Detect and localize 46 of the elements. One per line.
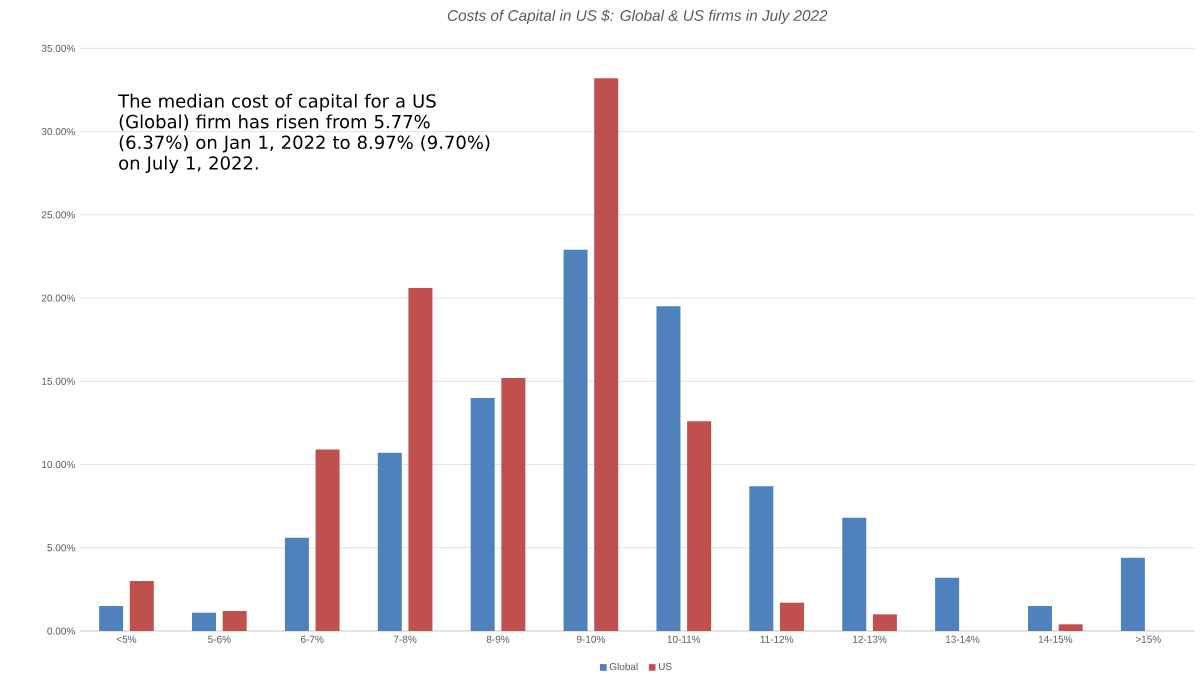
bar	[222, 611, 247, 631]
y-tick-label: 30.00%	[41, 128, 75, 136]
bar	[377, 452, 402, 631]
bar	[1120, 557, 1145, 631]
x-tick-label: 12-13%	[853, 635, 887, 643]
y-tick-label: 25.00%	[41, 211, 75, 219]
bar	[842, 517, 867, 631]
y-tick-label: 15.00%	[42, 377, 75, 385]
x-tick-label: 10-11%	[667, 635, 701, 643]
bar	[656, 306, 681, 631]
bar	[501, 377, 526, 631]
x-tick-label: 11-12%	[760, 635, 794, 643]
bar	[872, 614, 897, 631]
x-tick-label: 8-9%	[486, 635, 510, 643]
bar	[315, 449, 340, 631]
x-tick-label: 5-6%	[208, 635, 231, 643]
bar	[935, 577, 960, 631]
y-tick-label: 10.00%	[42, 460, 75, 469]
annotation: The median cost of capital for a US (Global) firm has risen from 5.77% (6.37%) on Jan 1, 2022 to 8.97% (9.70%) on July 1, 2022.	[118, 93, 490, 174]
x-tick-label: >15%	[1135, 635, 1161, 643]
bar	[99, 606, 124, 631]
bar	[594, 78, 619, 631]
chart-title: Costs of Capital in US $: Global & US firms in July 2022	[447, 9, 828, 24]
bar	[129, 581, 154, 631]
bar	[192, 612, 216, 631]
x-tick-label: 14-15%	[1038, 635, 1073, 643]
y-tick-label: 5.00%	[47, 544, 75, 552]
bar	[749, 486, 774, 631]
bar	[470, 397, 495, 631]
bar	[780, 602, 805, 631]
bar	[1028, 606, 1053, 631]
bar	[563, 249, 588, 631]
y-tick-label: 0.00%	[47, 627, 75, 635]
bar	[408, 288, 433, 631]
x-tick-label: 9-10%	[576, 635, 605, 643]
bar	[687, 421, 712, 631]
x-tick-label: 6-7%	[301, 635, 324, 643]
legend-label: Global	[609, 662, 638, 671]
y-tick-label: 35.00%	[41, 44, 75, 52]
y-tick-label: 20.00%	[41, 294, 75, 302]
legend-label: US	[658, 662, 672, 671]
x-tick-label: 7-8%	[393, 635, 417, 643]
bar	[1058, 624, 1083, 631]
x-tick-label: 13-14%	[945, 635, 980, 643]
bar	[284, 537, 309, 631]
x-tick-label: <5%	[116, 635, 137, 643]
